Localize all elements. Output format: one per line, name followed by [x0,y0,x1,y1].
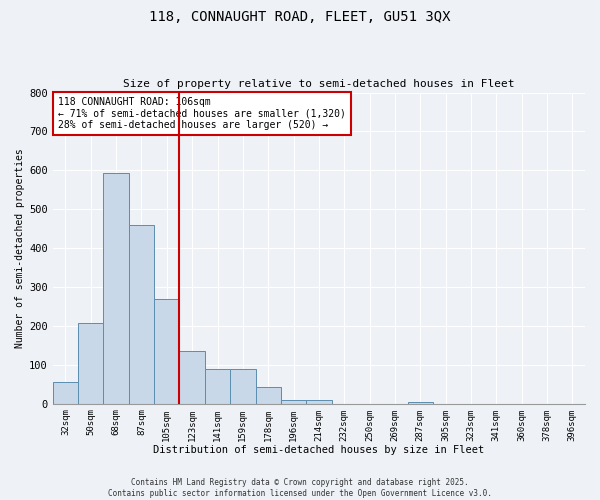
Bar [256,388,281,404]
Bar [129,225,154,404]
Text: 118, CONNAUGHT ROAD, FLEET, GU51 3QX: 118, CONNAUGHT ROAD, FLEET, GU51 3QX [149,10,451,24]
Y-axis label: Number of semi-detached properties: Number of semi-detached properties [15,148,25,348]
Title: Size of property relative to semi-detached houses in Fleet: Size of property relative to semi-detach… [123,79,515,89]
Bar [281,400,306,404]
Bar [154,298,179,404]
Bar [230,368,256,404]
Text: 118 CONNAUGHT ROAD: 106sqm
← 71% of semi-detached houses are smaller (1,320)
28%: 118 CONNAUGHT ROAD: 106sqm ← 71% of semi… [58,97,346,130]
Bar [78,323,103,404]
Text: Contains HM Land Registry data © Crown copyright and database right 2025.
Contai: Contains HM Land Registry data © Crown c… [108,478,492,498]
Bar [306,400,332,404]
Bar [205,368,230,404]
Bar [179,351,205,404]
Bar [407,402,433,404]
Bar [103,174,129,404]
X-axis label: Distribution of semi-detached houses by size in Fleet: Distribution of semi-detached houses by … [153,445,485,455]
Bar [53,382,78,404]
